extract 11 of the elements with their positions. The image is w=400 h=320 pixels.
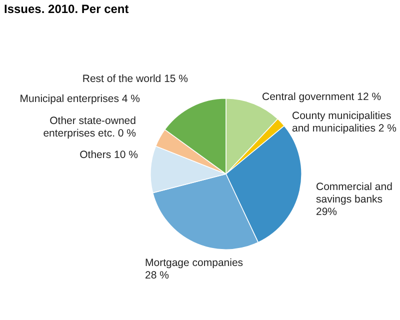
chart-title: Issues. 2010. Per cent (4, 2, 129, 16)
category-label: Other state-owned enterprises etc. 0 % (43, 115, 136, 140)
slice-label: Rest of the world 15 % (82, 73, 188, 85)
data-label: 28 % (145, 270, 169, 282)
data-label: 29% (316, 206, 338, 218)
slice-label: Municipal enterprises 4 % (20, 93, 140, 105)
slice-label: Commercial and savings banks (316, 181, 393, 206)
slice-label: Central government 12 % (262, 91, 382, 103)
slice-label: Others 10 % (80, 149, 138, 161)
slice-label: Mortgage companies (145, 257, 244, 269)
slice-label: County municipalities and municipalities 2 % (292, 110, 396, 134)
